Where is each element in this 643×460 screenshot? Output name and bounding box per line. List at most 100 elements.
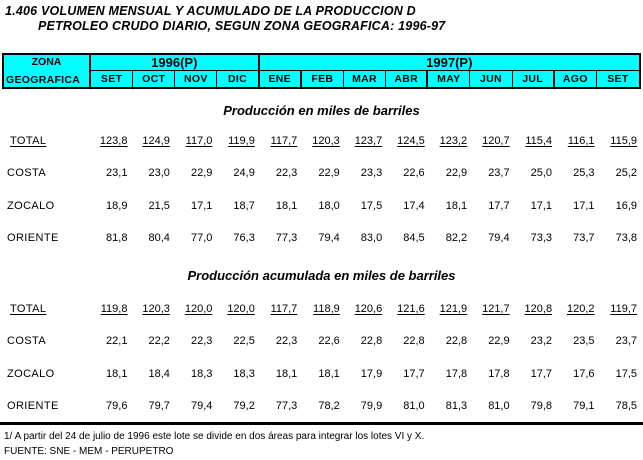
value-cell: 117,7 xyxy=(270,135,298,147)
value-cell: 18,1 xyxy=(318,368,340,380)
row-label: ORIENTE xyxy=(7,400,59,412)
value-cell: 79,4 xyxy=(190,400,213,412)
value-cell: 81,0 xyxy=(403,400,425,412)
value-cell: 77,3 xyxy=(275,232,298,244)
table-header: ZONA GEOGRAFICA 1996(P) 1997(P) SET OCT … xyxy=(2,53,641,89)
value-cell: 80,4 xyxy=(148,232,170,244)
value-cell: 123,8 xyxy=(99,135,128,147)
value-cell: 23,3 xyxy=(360,167,383,179)
value-cell: 17,1 xyxy=(190,200,213,212)
value-cell: 18,3 xyxy=(233,368,255,380)
value-cell: 18,4 xyxy=(148,368,170,380)
value-cell: 18,9 xyxy=(106,200,128,212)
zone-header-line2: GEOGRAFICA xyxy=(6,74,81,86)
value-cell: 117,0 xyxy=(185,135,213,147)
month-header-ene: ENE xyxy=(260,71,302,88)
value-cell: 17,5 xyxy=(360,200,383,212)
value-cell: 119,8 xyxy=(100,303,128,315)
value-cell: 23,1 xyxy=(106,167,128,179)
month-header-jun: JUN xyxy=(470,71,513,88)
zone-header-line1: ZONA xyxy=(31,56,62,68)
row-label: COSTA xyxy=(7,167,47,179)
value-cell: 22,9 xyxy=(488,335,510,347)
value-cell: 22,3 xyxy=(275,335,298,347)
value-cell: 82,2 xyxy=(445,232,468,244)
value-cell: 22,3 xyxy=(190,335,213,347)
table-row-zocalo: ZOCALO 18,1 18,4 18,3 18,3 18,1 18,1 17,9 17,7 17… xyxy=(2,367,641,381)
value-cell: 17,5 xyxy=(615,368,637,380)
value-cell: 22,8 xyxy=(403,335,425,347)
month-header-nov: NOV xyxy=(175,71,218,88)
year-1997-header: 1997(P) xyxy=(259,55,639,71)
value-cell: 115,4 xyxy=(525,135,553,147)
value-cell: 120,7 xyxy=(482,135,510,147)
value-cell: 79,6 xyxy=(106,400,128,412)
row-label: COSTA xyxy=(7,335,47,347)
value-cell: 18,1 xyxy=(275,368,298,380)
month-header-abr: ABR xyxy=(386,71,429,88)
value-cell: 18,7 xyxy=(233,200,255,212)
value-cell: 120,3 xyxy=(142,303,170,315)
value-cell: 120,0 xyxy=(227,303,255,315)
value-cell: 121,7 xyxy=(482,303,510,315)
month-header-jul: JUL xyxy=(513,71,555,88)
value-cell: 124,9 xyxy=(142,135,170,147)
value-cell: 17,7 xyxy=(403,368,425,380)
value-cell: 73,7 xyxy=(573,232,595,244)
table-row-costa: COSTA 22,1 22,2 22,3 22,5 22,3 22,6 22,8 22,8 22,… xyxy=(2,334,641,348)
value-cell: 22,9 xyxy=(190,167,213,179)
value-cell: 78,2 xyxy=(318,400,340,412)
value-cell: 116,1 xyxy=(567,135,595,147)
month-header-dic: DIC xyxy=(217,71,260,88)
value-cell: 17,8 xyxy=(488,368,510,380)
value-cell: 79,8 xyxy=(530,400,553,412)
value-cell: 17,9 xyxy=(360,368,383,380)
value-cell: 22,6 xyxy=(403,167,425,179)
value-cell: 73,8 xyxy=(615,232,637,244)
value-cell: 79,2 xyxy=(233,400,255,412)
value-cell: 17,4 xyxy=(403,200,425,212)
value-cell: 17,8 xyxy=(445,368,468,380)
value-cell: 22,1 xyxy=(106,335,128,347)
value-cell: 115,9 xyxy=(610,135,637,147)
value-cell: 79,4 xyxy=(318,232,340,244)
value-cell: 79,1 xyxy=(573,400,595,412)
value-cell: 18,1 xyxy=(445,200,468,212)
value-cell: 118,9 xyxy=(313,303,340,315)
month-header-set97: SET xyxy=(607,73,629,85)
value-cell: 17,1 xyxy=(573,200,595,212)
value-cell: 17,7 xyxy=(488,200,510,212)
row-label: TOTAL xyxy=(10,303,47,315)
footer-divider xyxy=(0,422,643,425)
month-header-oct: OCT xyxy=(133,71,176,88)
year-1996-header: 1996(P) xyxy=(91,55,260,71)
value-cell: 22,9 xyxy=(445,167,468,179)
value-cell: 22,6 xyxy=(318,335,340,347)
value-cell: 79,7 xyxy=(148,400,170,412)
row-label: TOTAL xyxy=(10,135,47,147)
value-cell: 120,2 xyxy=(567,303,595,315)
value-cell: 73,3 xyxy=(530,232,553,244)
row-label: ORIENTE xyxy=(7,232,59,244)
value-cell: 120,8 xyxy=(524,303,553,315)
page-title-line1: 1.406 VOLUMEN MENSUAL Y ACUMULADO DE LA … xyxy=(5,4,416,18)
value-cell: 25,0 xyxy=(530,167,553,179)
section-title-accumulated: Producción acumulada en miles de barrile… xyxy=(187,268,456,283)
value-cell: 17,7 xyxy=(530,368,553,380)
value-cell: 119,9 xyxy=(228,135,255,147)
value-cell: 119,7 xyxy=(610,303,637,315)
value-cell: 81,3 xyxy=(445,400,468,412)
source-note: FUENTE: SNE - MEM - PERUPETRO xyxy=(4,446,174,457)
value-cell: 84,5 xyxy=(403,232,425,244)
value-cell: 120,0 xyxy=(184,303,213,315)
table-row-zocalo: ZOCALO 18,9 21,5 17,1 18,7 18,1 18,0 17,5 17,4 18… xyxy=(2,199,641,213)
month-header-may: MAY xyxy=(428,71,471,88)
table-row-oriente: ORIENTE 81,8 80,4 77,0 76,3 77,3 79,4 83,0 84,5 8… xyxy=(2,231,641,245)
value-cell: 23,7 xyxy=(488,167,510,179)
value-cell: 121,6 xyxy=(397,303,425,315)
value-cell: 120,3 xyxy=(312,135,340,147)
value-cell: 25,3 xyxy=(573,167,595,179)
value-cell: 23,7 xyxy=(615,335,637,347)
value-cell: 23,2 xyxy=(530,335,553,347)
zone-header-cell: ZONA GEOGRAFICA xyxy=(4,55,91,88)
